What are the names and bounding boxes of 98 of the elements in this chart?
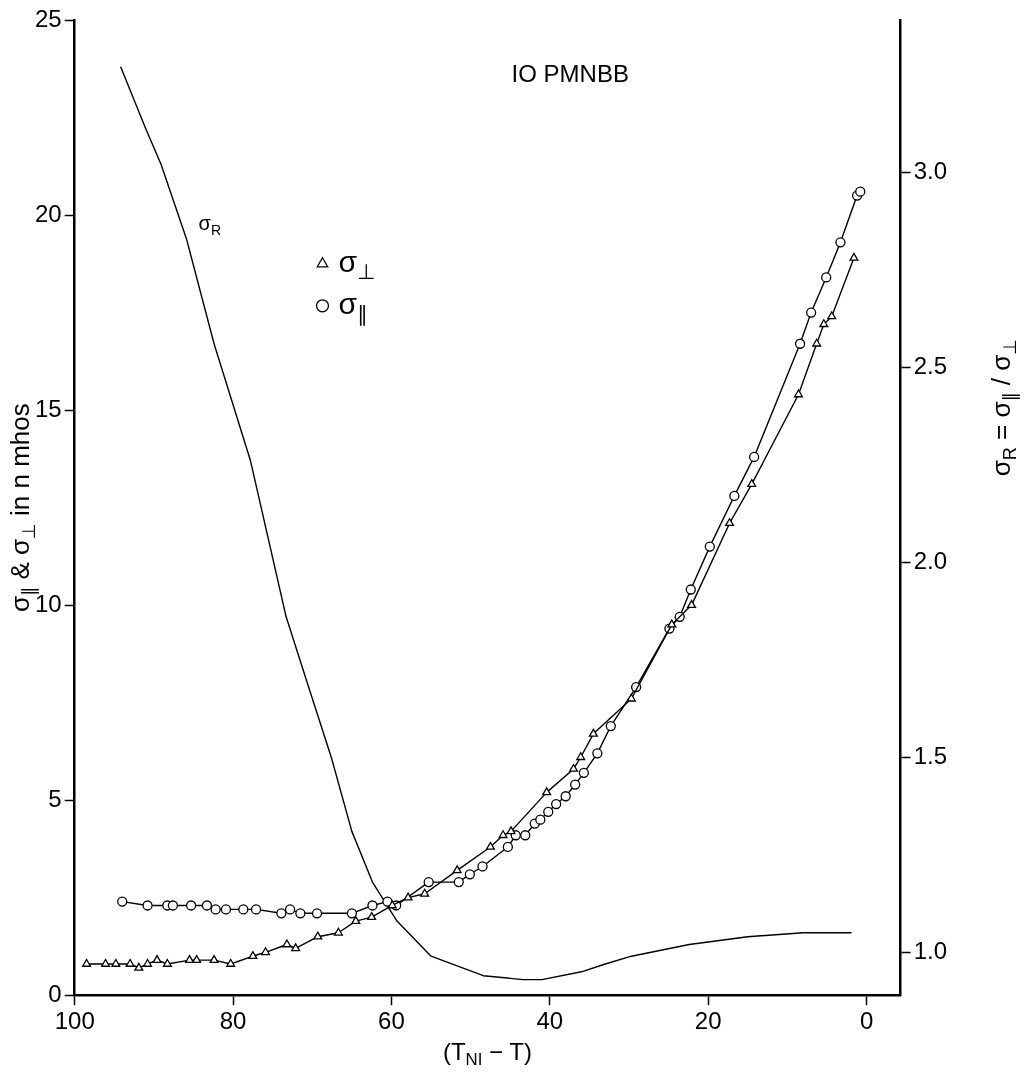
point [551,798,562,810]
point [485,841,495,850]
point [276,908,287,919]
point [111,958,121,967]
point [464,869,475,880]
point [185,900,197,911]
point [747,479,757,488]
point [605,720,616,732]
point [403,892,413,901]
point [226,958,236,967]
point [578,767,590,778]
point [423,876,434,888]
point [117,896,128,907]
point [167,900,179,911]
point [367,900,378,911]
text: IO PMNBB [511,59,629,87]
point [477,861,488,872]
point [576,752,586,761]
point [704,541,715,552]
point [210,904,221,915]
point [827,311,837,320]
point [626,693,636,702]
x-tick-label: 80 [219,1007,247,1035]
point [560,791,571,802]
point [520,830,531,841]
point [793,389,804,398]
point [569,763,579,772]
point [806,307,817,318]
point [346,908,358,919]
point [849,252,859,261]
point [542,787,552,796]
x-tick-label: 40 [536,1007,564,1035]
point [260,947,271,956]
point [855,186,866,197]
y2-tick-label: 2.5 [913,351,948,379]
point [592,748,603,759]
point [588,728,598,737]
point [725,518,735,527]
point [835,237,846,248]
point [101,958,111,967]
point [311,908,323,919]
x-tick-label: 20 [694,1007,722,1035]
point [238,904,249,915]
point [220,904,232,915]
point [313,931,323,940]
y2-tick-label: 2.0 [913,546,948,574]
point [535,814,546,825]
point [250,904,262,915]
y-tick-label: 0 [48,979,62,1007]
point [502,841,514,853]
point [333,927,343,936]
point [152,954,162,963]
point [667,619,677,628]
point [420,888,430,897]
point [543,806,554,818]
point [729,490,740,502]
y2-axis-title: σR = σ∥ / σ⊥ [986,338,1020,477]
point [506,826,516,835]
point [209,954,219,963]
x-tick-label: 60 [378,1007,405,1035]
x-tick-label: 100 [54,1007,95,1035]
legend-label: σ⊥ [338,245,376,283]
point [351,915,361,924]
y2-tick-label: 1.5 [913,741,948,769]
point [201,900,213,911]
point [819,319,829,328]
y2-tick-label: 3.0 [913,156,948,184]
point [284,904,296,915]
point [291,943,301,952]
y2-tick-label: 1.0 [913,936,948,964]
legend-label: σ∥ [338,287,368,326]
y-tick-label: 25 [34,4,62,32]
point [125,958,135,967]
point [794,338,806,349]
point [162,958,172,967]
point [687,599,697,609]
y-tick-label: 5 [48,784,62,812]
point [570,779,581,790]
point [367,912,377,921]
x-tick-label: 0 [859,1007,874,1035]
point [248,951,258,960]
point [748,451,760,463]
point [143,958,153,967]
point [82,958,92,967]
point [452,865,462,874]
point [134,962,144,971]
point [498,830,508,839]
point [295,908,306,919]
point [821,272,832,283]
point [387,900,397,909]
point [192,954,202,963]
y-tick-label: 20 [34,199,62,227]
point [453,876,464,888]
point [142,900,153,911]
point [685,584,696,595]
y-tick-label: 15 [34,394,62,422]
point [812,338,822,347]
point [282,939,292,948]
